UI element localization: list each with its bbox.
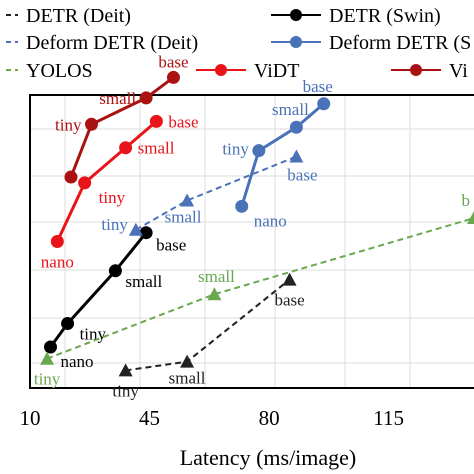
data-point xyxy=(61,317,75,331)
series-1: tiny small base xyxy=(112,272,305,400)
legend-label: Vi xyxy=(449,60,468,82)
data-point xyxy=(180,193,195,207)
data-point xyxy=(467,211,474,225)
point-label: tiny xyxy=(101,215,128,234)
data-point xyxy=(119,141,133,155)
x-tick-labels: 10 45 80 115 xyxy=(20,406,404,430)
data-point xyxy=(235,199,249,213)
x-tick-label: 10 xyxy=(20,406,41,430)
legend-label: ViDT xyxy=(254,60,299,82)
legend-label: Deform DETR (S xyxy=(329,32,471,54)
series-line xyxy=(55,120,158,243)
point-label: tiny xyxy=(222,140,249,159)
gridlines xyxy=(30,95,474,388)
point-label: small xyxy=(272,100,309,119)
legend-item: YOLOS xyxy=(6,60,93,82)
data-point xyxy=(78,176,92,190)
point-label: base xyxy=(156,236,186,255)
data-point xyxy=(84,117,98,131)
data-point xyxy=(166,70,180,84)
x-axis-label: Latency (ms/image) xyxy=(180,445,357,470)
series-4: tiny small b xyxy=(34,191,474,389)
series-3: nano tiny small base xyxy=(222,77,332,231)
data-point xyxy=(128,222,143,236)
point-label: small xyxy=(138,139,175,158)
data-point xyxy=(317,97,331,111)
legend-item: ViDT xyxy=(196,60,299,82)
data-point xyxy=(139,91,153,105)
point-label: base xyxy=(274,291,304,310)
legend-item: Deform DETR (Deit) xyxy=(6,32,198,54)
legend-item: Deform DETR (S xyxy=(271,32,471,54)
data-point xyxy=(289,120,303,134)
plot-frame xyxy=(29,94,474,389)
data-point xyxy=(118,363,133,377)
legend-label: Deform DETR (Deit) xyxy=(26,32,198,54)
series-6: tiny small base xyxy=(55,52,189,184)
legend-item: DETR (Swin) xyxy=(271,5,441,27)
series-2: tiny small base xyxy=(101,149,318,236)
legend-label: DETR (Deit) xyxy=(26,5,131,27)
series-line xyxy=(49,231,148,348)
legend-label: DETR (Swin) xyxy=(329,5,441,27)
legend: DETR (Deit) DETR (Swin) Deform DETR (Deit)… xyxy=(6,5,471,82)
legend-item: Vi xyxy=(391,60,468,82)
x-tick-label: 45 xyxy=(139,406,160,430)
point-label: small xyxy=(169,369,206,388)
point-label: base xyxy=(303,77,333,96)
legend-item: DETR (Deit) xyxy=(6,5,131,27)
data-point xyxy=(139,226,153,240)
point-label: small xyxy=(198,267,235,286)
legend-marker xyxy=(215,64,227,76)
point-label: nano xyxy=(60,352,93,371)
data-point xyxy=(207,287,222,301)
point-label: tiny xyxy=(112,381,139,400)
series-line xyxy=(240,102,325,207)
x-tick-label: 115 xyxy=(373,406,404,430)
data-point xyxy=(149,114,163,128)
series-line xyxy=(69,76,175,178)
point-label: tiny xyxy=(34,370,61,389)
data-point xyxy=(108,264,122,278)
x-tick-label: 80 xyxy=(259,406,280,430)
legend-marker xyxy=(290,36,302,48)
data-point xyxy=(40,351,55,365)
data-point xyxy=(64,170,78,184)
data-point xyxy=(180,354,195,368)
legend-marker xyxy=(290,9,302,21)
data-point xyxy=(50,235,64,248)
point-label: small xyxy=(125,272,162,291)
point-label: small xyxy=(165,207,202,226)
series-5: nano tiny small base xyxy=(41,112,199,271)
point-label: nano xyxy=(254,211,287,230)
legend-marker xyxy=(410,64,422,76)
point-label: tiny xyxy=(55,115,82,134)
data-point xyxy=(43,340,57,354)
point-label: tiny xyxy=(80,325,107,344)
point-label: small xyxy=(99,89,136,108)
point-label: base xyxy=(158,52,188,71)
series-0: nano tiny small base xyxy=(43,226,186,371)
point-label: b xyxy=(462,191,471,210)
point-label: base xyxy=(168,112,198,131)
data-point xyxy=(289,149,304,163)
point-label: nano xyxy=(41,253,74,272)
data-point xyxy=(282,272,297,286)
plot-border xyxy=(29,94,474,389)
data-point xyxy=(252,144,266,158)
point-label: base xyxy=(287,166,317,185)
series-line xyxy=(125,278,291,372)
point-label: tiny xyxy=(99,188,126,207)
legend-label: YOLOS xyxy=(26,60,93,82)
